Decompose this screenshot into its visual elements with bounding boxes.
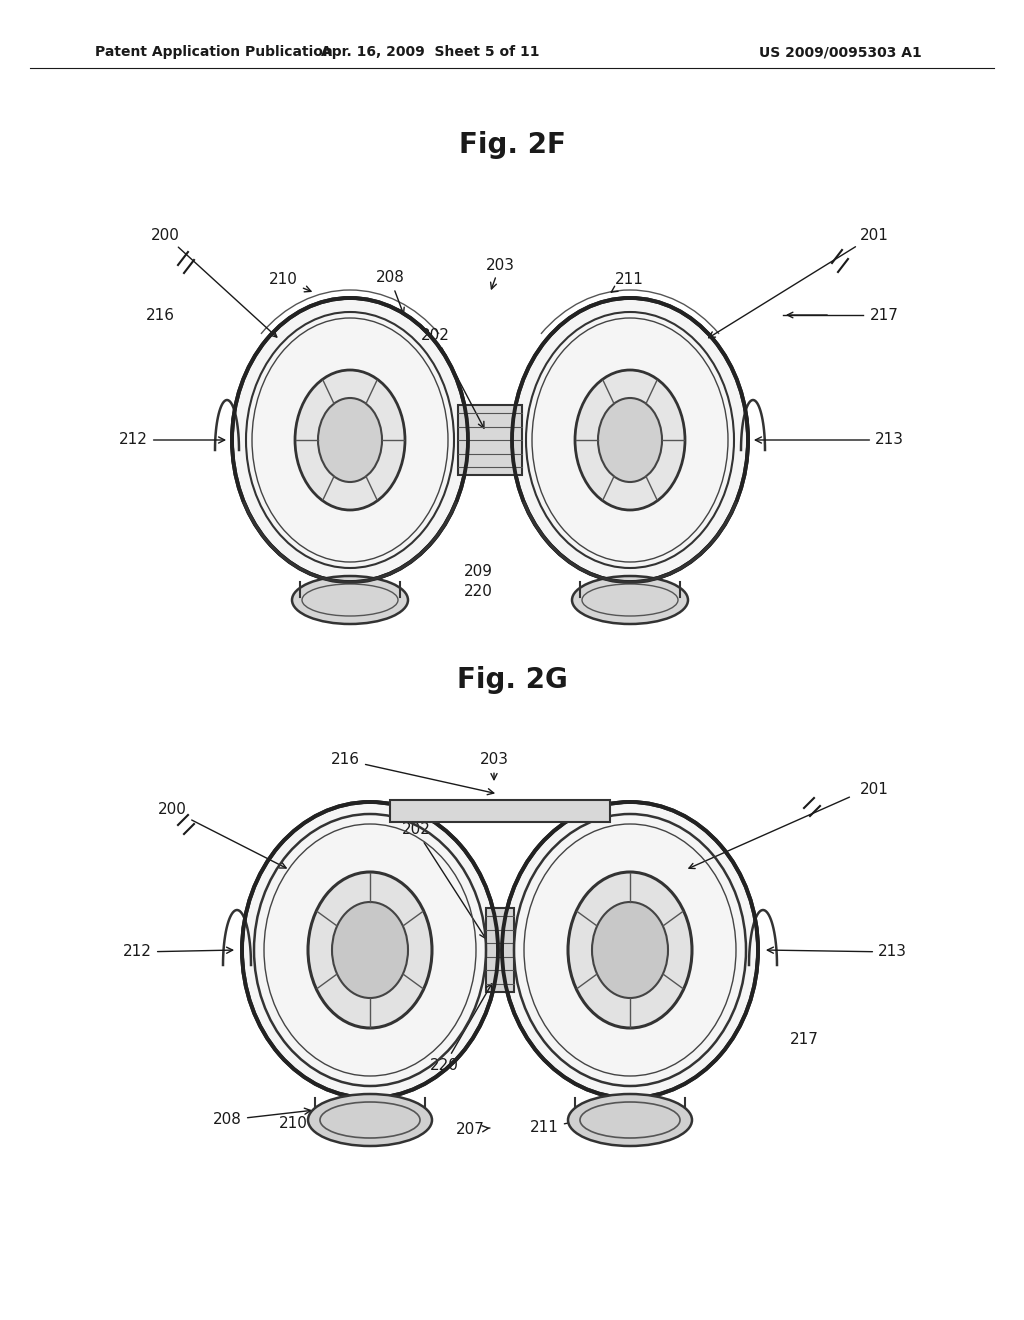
Ellipse shape [568, 1094, 692, 1146]
Ellipse shape [512, 298, 748, 582]
Ellipse shape [575, 370, 685, 510]
Ellipse shape [295, 370, 406, 510]
Text: 201: 201 [709, 227, 889, 338]
Text: 217: 217 [870, 308, 899, 322]
Ellipse shape [292, 576, 408, 624]
Ellipse shape [242, 803, 498, 1098]
Text: 203: 203 [485, 257, 514, 289]
Polygon shape [458, 405, 522, 475]
Text: 213: 213 [756, 433, 904, 447]
Text: 202: 202 [421, 327, 484, 428]
Ellipse shape [572, 576, 688, 624]
Ellipse shape [598, 399, 662, 482]
Text: 212: 212 [119, 433, 224, 447]
Text: Fig. 2G: Fig. 2G [457, 667, 567, 694]
Text: US 2009/0095303 A1: US 2009/0095303 A1 [759, 45, 922, 59]
Text: 216: 216 [331, 752, 494, 795]
Text: 203: 203 [479, 752, 509, 780]
Text: 208: 208 [213, 1109, 310, 1127]
Text: Fig. 2F: Fig. 2F [459, 131, 565, 158]
Ellipse shape [502, 803, 758, 1098]
Text: 220: 220 [429, 983, 492, 1073]
Text: 217: 217 [790, 1032, 819, 1048]
Ellipse shape [592, 902, 668, 998]
Ellipse shape [318, 399, 382, 482]
Text: 206: 206 [374, 1122, 409, 1138]
Polygon shape [486, 908, 514, 993]
Text: 216: 216 [145, 308, 174, 322]
Text: 220: 220 [464, 585, 493, 599]
Text: 213: 213 [767, 945, 907, 960]
Text: 212: 212 [123, 945, 232, 960]
Ellipse shape [308, 1094, 432, 1146]
Text: 200: 200 [151, 227, 276, 337]
Polygon shape [390, 800, 610, 822]
Text: 211: 211 [611, 272, 644, 292]
Text: Apr. 16, 2009  Sheet 5 of 11: Apr. 16, 2009 Sheet 5 of 11 [321, 45, 540, 59]
Text: 209: 209 [464, 565, 493, 579]
Ellipse shape [568, 873, 692, 1028]
Text: 210: 210 [269, 272, 311, 292]
Ellipse shape [308, 873, 432, 1028]
Text: 209: 209 [640, 1113, 669, 1127]
Text: 210: 210 [280, 1113, 346, 1131]
Ellipse shape [332, 902, 408, 998]
Text: 207: 207 [456, 1122, 489, 1138]
Text: 200: 200 [158, 803, 286, 869]
Text: 208: 208 [376, 271, 404, 314]
Text: 201: 201 [860, 783, 889, 797]
Ellipse shape [232, 298, 468, 582]
Text: Patent Application Publication: Patent Application Publication [95, 45, 333, 59]
Text: 211: 211 [530, 1117, 588, 1135]
Text: 202: 202 [401, 822, 485, 939]
